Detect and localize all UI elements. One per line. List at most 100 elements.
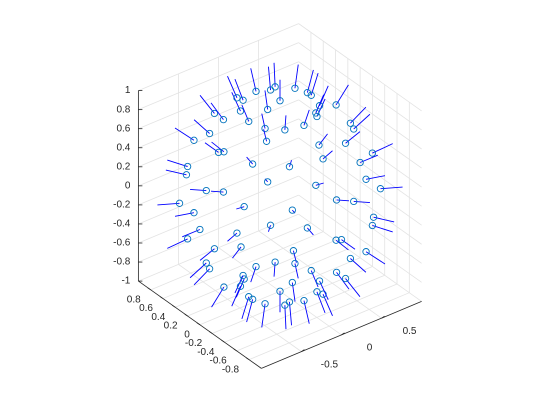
arrow <box>273 262 276 277</box>
marker <box>190 136 198 144</box>
x-tick-label: -0.5 <box>321 359 339 370</box>
z-tick-label: 0.2 <box>116 161 130 172</box>
arrow <box>210 190 224 193</box>
marker <box>271 258 279 266</box>
arrow <box>372 143 393 154</box>
y-tick-label: -0.6 <box>210 356 228 367</box>
marker <box>237 243 245 251</box>
marker <box>210 109 219 118</box>
marker <box>332 268 341 276</box>
grid-line <box>298 23 422 112</box>
arrow <box>232 246 242 259</box>
arrow <box>294 263 299 279</box>
arrow <box>353 113 371 130</box>
marker <box>291 84 299 92</box>
arrow <box>250 68 257 92</box>
grid-line <box>138 99 299 168</box>
marker <box>303 224 312 232</box>
tick-mark <box>172 304 176 308</box>
tick-mark <box>233 348 237 352</box>
z-tick-label: -1 <box>121 276 130 287</box>
marker <box>303 89 312 97</box>
tick-mark <box>381 315 385 319</box>
arrow <box>227 232 238 242</box>
grid-line <box>298 175 422 264</box>
marker <box>276 97 284 105</box>
arrow <box>284 115 287 130</box>
arrow <box>204 142 219 153</box>
arrow <box>303 300 310 324</box>
marker <box>315 277 324 285</box>
marker <box>264 105 272 114</box>
grid-line <box>224 274 385 343</box>
marker <box>233 94 241 102</box>
marker <box>312 181 320 189</box>
marker <box>261 300 269 308</box>
y-tick-label: 0.4 <box>151 312 165 323</box>
arrow <box>289 301 292 326</box>
marker <box>239 271 247 280</box>
arrow <box>335 239 349 251</box>
marker <box>291 259 299 268</box>
z-tick-label: -0.8 <box>113 257 131 268</box>
arrow <box>211 141 225 153</box>
marker <box>252 262 260 271</box>
z-tick-label: 1 <box>125 85 131 96</box>
grid-line <box>138 42 299 111</box>
marker <box>190 209 198 217</box>
y-tick-label: 0.6 <box>139 303 153 314</box>
marker <box>307 91 315 99</box>
marker <box>315 141 323 149</box>
arrow <box>199 95 215 114</box>
arrow <box>211 286 225 308</box>
arrow <box>261 303 266 328</box>
marker <box>196 225 204 234</box>
grid-line <box>298 137 422 226</box>
marker <box>175 199 184 207</box>
arrow <box>174 127 195 141</box>
arrow <box>336 199 350 202</box>
arrow <box>227 76 238 99</box>
tick-mark <box>245 357 250 360</box>
grid-line <box>138 156 299 225</box>
tick-mark <box>159 296 164 299</box>
marker <box>337 235 346 244</box>
tick-mark <box>208 331 213 334</box>
arrow <box>273 62 276 87</box>
tick-mark <box>221 339 225 343</box>
grid-line <box>138 213 299 282</box>
marker <box>248 160 257 168</box>
marker <box>205 265 214 273</box>
grid-line <box>138 137 299 206</box>
marker <box>239 96 247 104</box>
marker <box>288 278 296 287</box>
marker <box>214 148 223 157</box>
z-tick-label: -0.4 <box>113 219 131 230</box>
marker <box>313 112 321 121</box>
grid-line <box>298 42 422 131</box>
marker <box>248 295 257 303</box>
arrow <box>315 182 324 186</box>
y-tick-label: -0.2 <box>185 338 203 349</box>
marker <box>332 101 340 109</box>
arrow <box>294 64 299 89</box>
marker <box>307 266 315 275</box>
arrow <box>350 106 367 124</box>
tick-mark <box>184 313 188 317</box>
marker <box>262 137 271 145</box>
marker <box>368 149 377 157</box>
marker <box>261 124 269 133</box>
grid-line <box>248 292 410 361</box>
tick-mark <box>196 322 201 326</box>
arrow <box>365 251 386 265</box>
z-tick-label: 0.4 <box>116 142 130 153</box>
marker <box>315 102 324 110</box>
arrow <box>303 109 310 126</box>
marker <box>362 175 370 183</box>
z-tick-label: -0.6 <box>113 238 131 249</box>
marker <box>252 87 260 95</box>
marker <box>240 203 248 211</box>
marker <box>332 196 341 204</box>
grid-line <box>298 213 422 302</box>
